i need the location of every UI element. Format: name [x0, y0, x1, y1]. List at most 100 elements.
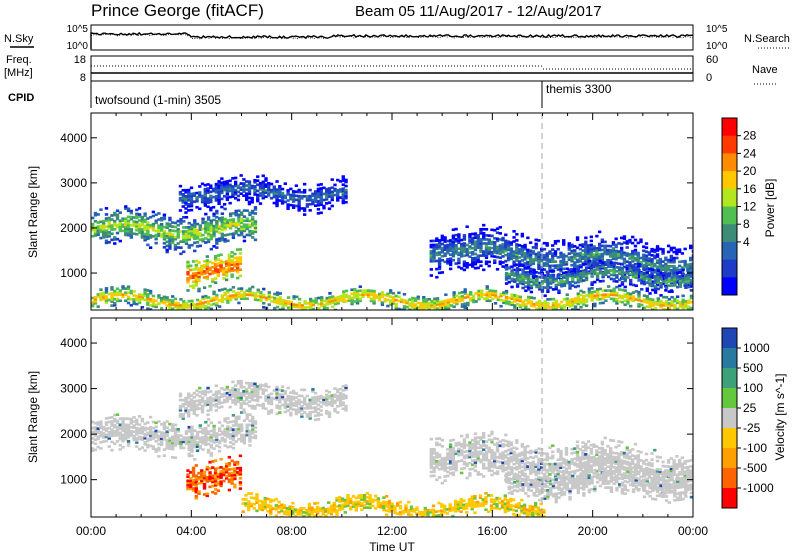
data-cell	[242, 227, 247, 231]
data-cell	[200, 398, 205, 402]
data-cell	[664, 284, 668, 288]
data-cell	[135, 420, 139, 424]
data-cell	[419, 308, 423, 310]
data-cell	[216, 268, 221, 272]
data-cell	[659, 301, 663, 305]
data-cell	[157, 218, 161, 221]
data-cell	[278, 302, 282, 305]
data-cell	[327, 195, 332, 198]
data-cell	[93, 421, 98, 425]
data-cell	[524, 289, 528, 293]
data-cell	[264, 185, 268, 188]
data-cell	[562, 284, 567, 287]
data-cell	[126, 435, 131, 439]
data-cell	[179, 217, 183, 221]
data-cell	[366, 293, 371, 297]
data-cell	[372, 299, 376, 303]
data-cell	[308, 410, 312, 414]
data-cell	[614, 249, 618, 253]
data-cell	[126, 229, 131, 233]
data-cell	[230, 259, 234, 262]
data-cell	[124, 425, 128, 429]
data-cell	[113, 434, 117, 437]
data-cell	[683, 247, 687, 251]
data-cell	[609, 297, 614, 301]
data-cell	[634, 290, 638, 293]
data-cell	[617, 254, 621, 257]
data-cell	[239, 192, 243, 196]
data-cell	[642, 276, 647, 280]
data-cell	[208, 284, 212, 288]
data-cell	[553, 250, 558, 253]
data-cell	[584, 250, 588, 254]
data-cell	[517, 256, 522, 259]
data-cell	[305, 402, 310, 406]
data-cell	[220, 387, 224, 390]
data-cell	[507, 272, 511, 276]
data-cell	[462, 454, 467, 458]
data-cell	[126, 231, 131, 235]
data-cell	[129, 303, 133, 307]
data-cell	[121, 425, 125, 429]
data-cell	[184, 215, 189, 219]
data-cell	[237, 417, 241, 421]
data-cell	[554, 305, 558, 309]
data-cell	[215, 230, 219, 233]
data-cell	[179, 446, 183, 450]
data-cell	[297, 204, 301, 208]
data-cell	[211, 265, 215, 269]
data-cell	[579, 277, 583, 281]
data-cell	[429, 274, 433, 277]
data-cell	[113, 213, 117, 217]
data-cell	[269, 400, 274, 404]
data-cell	[286, 409, 290, 412]
data-cell	[195, 232, 200, 236]
data-cell	[251, 417, 255, 421]
data-cell	[238, 454, 243, 458]
data-cell	[197, 271, 201, 275]
data-cell	[231, 430, 236, 434]
data-cell	[184, 406, 188, 410]
data-cell	[618, 266, 622, 269]
data-cell	[589, 263, 594, 267]
data-cell	[509, 241, 513, 244]
data-cell	[206, 191, 210, 194]
data-cell	[291, 206, 296, 209]
data-cell	[457, 297, 462, 301]
data-cell	[235, 466, 240, 470]
data-cell	[490, 246, 494, 250]
data-cell	[565, 303, 569, 307]
data-cell	[209, 247, 214, 251]
data-cell	[620, 254, 624, 258]
colorbar-tick-label: 20	[743, 164, 757, 178]
data-cell	[205, 261, 209, 264]
data-cell	[506, 244, 511, 248]
data-cell	[539, 259, 544, 263]
data-cell	[275, 301, 280, 305]
data-cell	[416, 297, 420, 301]
data-cell	[184, 226, 189, 229]
data-cell	[557, 275, 561, 278]
data-cell	[457, 259, 461, 263]
data-cell	[534, 252, 538, 256]
data-cell	[636, 272, 640, 275]
data-cell	[578, 243, 582, 247]
data-cell	[521, 270, 525, 274]
data-cell	[568, 287, 572, 290]
data-cell	[578, 260, 582, 263]
data-cell	[622, 241, 627, 244]
data-cell	[680, 266, 685, 269]
data-cell	[173, 245, 178, 249]
data-cell	[604, 263, 608, 267]
data-cell	[248, 431, 252, 435]
data-cell	[227, 265, 232, 269]
data-cell	[239, 229, 244, 233]
data-cell	[342, 294, 346, 297]
data-cell	[124, 437, 128, 441]
data-cell	[672, 246, 676, 250]
data-cell	[653, 256, 657, 260]
data-cell	[542, 241, 547, 245]
data-cell	[611, 265, 616, 269]
data-cell	[355, 299, 360, 303]
data-cell	[473, 236, 478, 240]
